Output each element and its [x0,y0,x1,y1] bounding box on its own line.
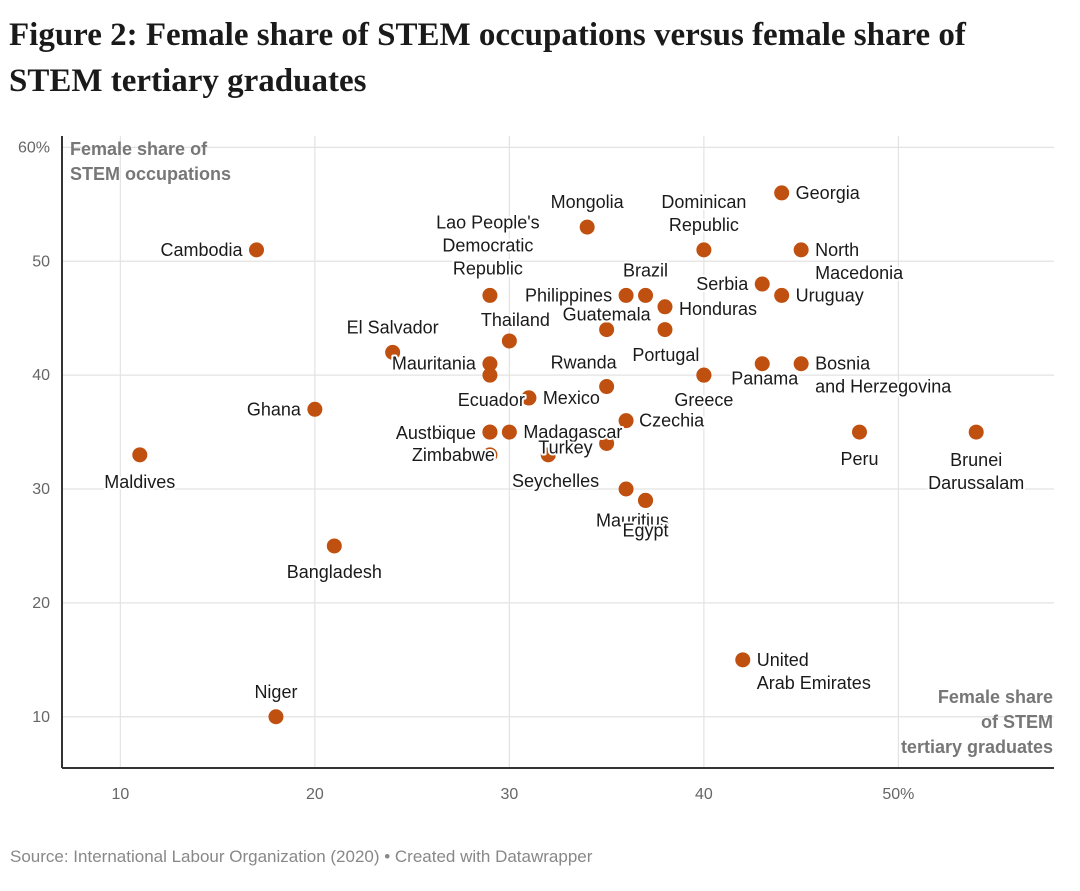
data-point-seychelles [618,481,634,497]
point-label-czechia: Czechia [639,411,705,431]
data-point-maldives [132,447,148,463]
data-point-brazil [638,287,654,303]
data-point-panama [754,356,770,372]
data-point-mozambique [482,424,498,440]
x-tick-label-40: 40 [695,786,713,803]
chart-title: Figure 2: Female share of STEM occupatio… [9,17,966,99]
x-tick-label-50: 50% [882,786,914,803]
point-label-turkey: Turkey [538,437,592,457]
point-label-mongolia: Mongolia [551,192,625,212]
data-point-brunei-darussalam [968,424,984,440]
point-label-mauritius: Mauritius [596,510,669,530]
data-point-peru [851,424,867,440]
source-note: Source: International Labour Organizatio… [10,847,593,866]
data-point-thailand [501,333,517,349]
point-label-cambodia: Cambodia [160,240,243,260]
point-label-north-macedonia: North Macedonia [815,240,904,283]
point-label-austria: Austria [396,423,453,443]
point-label-philippines: Philippines [525,285,612,305]
point-labels: Georgia Mongolia Dominican Republic North Mac… [102,181,1026,704]
data-point-guatemala [599,322,615,338]
data-point-dominican-republic [696,242,712,258]
point-label-dominican-republic: Dominican Republic [661,192,746,235]
data-point-bosnia-and-herzegovina [793,356,809,372]
y-tick-label-60: 60% [18,139,50,156]
data-point-north-macedonia [793,242,809,258]
x-axis-title: Female share of STEM tertiary graduates [901,687,1053,757]
point-label-thailand: Thailand [481,310,550,330]
x-axis-ticks: 10 20 30 40 50% [111,786,914,803]
data-point-turkey [599,435,615,451]
data-point-cambodia [249,242,265,258]
point-label-el-salvador: El Salvador [347,317,439,337]
data-point-lao-people-s-democratic-republic [482,287,498,303]
data-point-united-arab-emirates [735,652,751,668]
point-label-panama: Panama [731,369,799,389]
y-tick-label-20: 20 [32,595,50,612]
y-tick-label-10: 10 [32,709,50,726]
point-label-serbia: Serbia [696,274,749,294]
point-label-ecuador: Ecuador [458,390,525,410]
point-label-greece: Greece [674,390,733,410]
point-label-mozambique: bique [432,423,476,443]
point-label-egypt: Egypt [623,520,669,540]
y-axis-ticks: 10 20 30 40 50 60% [18,139,50,725]
point-label-seychelles: Seychelles [512,471,599,491]
point-label-georgia: Georgia [796,183,861,203]
data-point-mauritania [482,356,498,372]
data-point-zimbabwe [482,447,498,463]
point-label-zimbabwe: Zimbabwe [412,445,495,465]
point-label-portugal: Portugal [632,345,699,365]
data-point-greece [696,367,712,383]
point-label-uruguay: Uruguay [796,285,864,305]
point-label-rwanda: Rwanda [551,353,618,373]
point-label-brunei-darussalam: Brunei Darussalam [928,450,1024,493]
point-label-bosnia-and-herzegovina: Bosnia and Herzegovina [815,354,952,397]
point-label-ghana: Ghana [247,399,302,419]
data-point-mongolia [579,219,595,235]
point-label-honduras: Honduras [679,299,757,319]
data-point-madagascar [501,424,517,440]
point-label-bangladesh: Bangladesh [287,562,382,582]
data-point-uruguay [774,287,790,303]
data-point-niger [268,709,284,725]
point-label-mauritania: Mauritania [392,354,477,374]
data-point-honduras [657,299,673,315]
point-label-peru: Peru [840,449,878,469]
data-point-georgia [774,185,790,201]
point-label-brazil: Brazil [623,260,668,280]
data-point-mexico [521,390,537,406]
data-point-rwanda [599,379,615,395]
y-tick-label-30: 30 [32,481,50,498]
y-tick-label-40: 40 [32,367,50,384]
point-label-maldives: Maldives [104,472,175,492]
y-axis-title: Female share of STEM occupations [70,139,231,184]
data-point-unlabeled-31 [540,447,556,463]
point-label-madagascar: Madagascar [523,422,622,442]
data-point-czechia [618,413,634,429]
point-label-lao-people-s-democratic-republic: Lao People's Democratic Republic [436,212,540,278]
data-point-egypt [638,492,654,508]
point-label-guatemala: Guatemala [563,305,652,325]
data-point-ghana [307,401,323,417]
y-tick-label-50: 50 [32,253,50,270]
x-tick-label-30: 30 [500,786,518,803]
point-label-niger: Niger [254,682,297,702]
data-point-unlabeled-16 [482,367,498,383]
x-tick-label-20: 20 [306,786,324,803]
data-point-serbia [754,276,770,292]
data-point-el-salvador [385,344,401,360]
point-label-united-arab-emirates: United Arab Emirates [757,650,871,693]
data-point-philippines [618,287,634,303]
data-points [132,185,984,725]
grid-lines [62,136,1054,768]
data-point-bangladesh [326,538,342,554]
x-tick-label-10: 10 [111,786,129,803]
point-label-mexico: Mexico [543,388,600,408]
data-point-unlabeled-12 [657,322,673,338]
